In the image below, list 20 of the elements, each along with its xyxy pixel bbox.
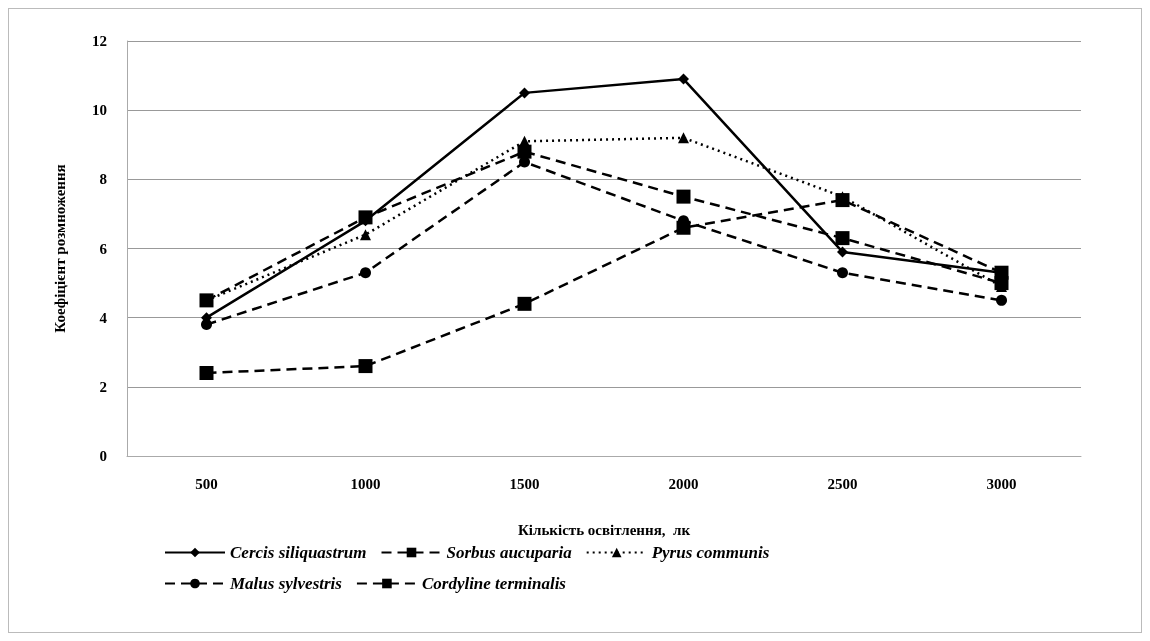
x-tick-label: 1000 <box>350 475 381 492</box>
x-tick-label: 2000 <box>668 475 699 492</box>
x-axis-title: Кількість освітлення, лк <box>517 521 691 538</box>
legend-label: Cercis siliquastrum <box>230 543 367 562</box>
y-tick-label: 6 <box>99 240 108 257</box>
y-tick-label: 4 <box>99 309 108 326</box>
y-tick-label: 12 <box>92 33 107 49</box>
y-tick-label: 8 <box>99 171 107 188</box>
y-tick-label: 2 <box>99 378 107 395</box>
x-tick-label: 3000 <box>986 475 1017 492</box>
legend-label: Cordyline terminalis <box>421 574 567 593</box>
x-tick-label: 2500 <box>827 475 858 492</box>
x-tick-label: 500 <box>195 475 218 492</box>
legend-label: Malus sylvestris <box>229 574 343 593</box>
y-axis-title: Коефіцієнт розмноження <box>51 164 68 333</box>
y-tick-label: 0 <box>99 448 107 464</box>
legend-label: Sorbus aucuparia <box>446 543 573 562</box>
x-tick-label: 1500 <box>509 475 540 492</box>
legend-label: Pyrus communis <box>650 543 770 562</box>
y-tick-label: 10 <box>92 102 107 119</box>
